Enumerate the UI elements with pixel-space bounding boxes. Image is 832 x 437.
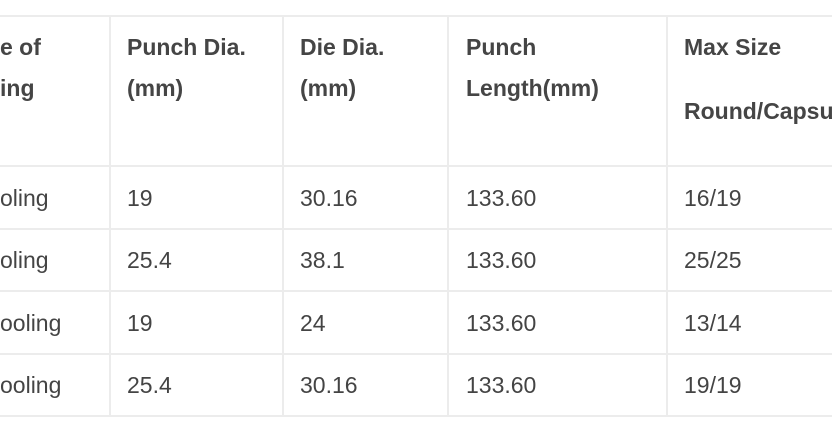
cell-punch-dia: 25.4 <box>127 372 172 398</box>
header-line: e of <box>0 34 41 60</box>
divider <box>0 15 832 17</box>
cell-type-of-tooling: ooling <box>0 310 62 336</box>
divider <box>109 15 111 417</box>
cell-die-dia: 38.1 <box>300 247 345 273</box>
cell-punch-length: 133.60 <box>466 310 537 336</box>
header-line: Round/Capsu <box>684 98 832 124</box>
header-line: Punch <box>466 34 537 60</box>
divider <box>0 415 832 417</box>
header-punch-length: Punch Length(mm) <box>466 27 665 109</box>
divider <box>447 15 449 417</box>
cell-max-size: 13/14 <box>684 310 742 336</box>
divider <box>0 290 832 292</box>
header-line: Punch Dia. <box>127 34 246 60</box>
divider <box>0 165 832 167</box>
cell-max-size: 25/25 <box>684 247 742 273</box>
cell-die-dia: 30.16 <box>300 185 358 211</box>
divider <box>0 228 832 230</box>
header-line: Length(mm) <box>466 75 599 101</box>
divider <box>0 353 832 355</box>
divider <box>666 15 668 417</box>
cell-max-size: 19/19 <box>684 372 742 398</box>
header-punch-dia: Punch Dia. (mm) <box>127 27 281 109</box>
cell-type-of-tooling: oling <box>0 185 49 211</box>
cell-punch-dia: 25.4 <box>127 247 172 273</box>
cell-type-of-tooling: oling <box>0 247 49 273</box>
header-line: (mm) <box>300 75 357 101</box>
header-line: Max Size <box>684 34 782 60</box>
header-line: ing <box>0 75 35 101</box>
cell-die-dia: 30.16 <box>300 372 358 398</box>
cell-die-dia: 24 <box>300 310 326 336</box>
cell-punch-dia: 19 <box>127 310 153 336</box>
divider <box>282 15 284 417</box>
header-line: Die Dia. <box>300 34 385 60</box>
cell-punch-length: 133.60 <box>466 247 537 273</box>
header-type-of-tooling: e of ing <box>0 27 108 109</box>
cell-punch-length: 133.60 <box>466 372 537 398</box>
header-line: (mm) <box>127 75 184 101</box>
cell-punch-length: 133.60 <box>466 185 537 211</box>
cell-max-size: 16/19 <box>684 185 742 211</box>
cell-punch-dia: 19 <box>127 185 153 211</box>
cell-type-of-tooling: ooling <box>0 372 62 398</box>
header-max-size: Max Size Round/Capsu <box>684 27 832 132</box>
header-die-dia: Die Dia. (mm) <box>300 27 446 109</box>
